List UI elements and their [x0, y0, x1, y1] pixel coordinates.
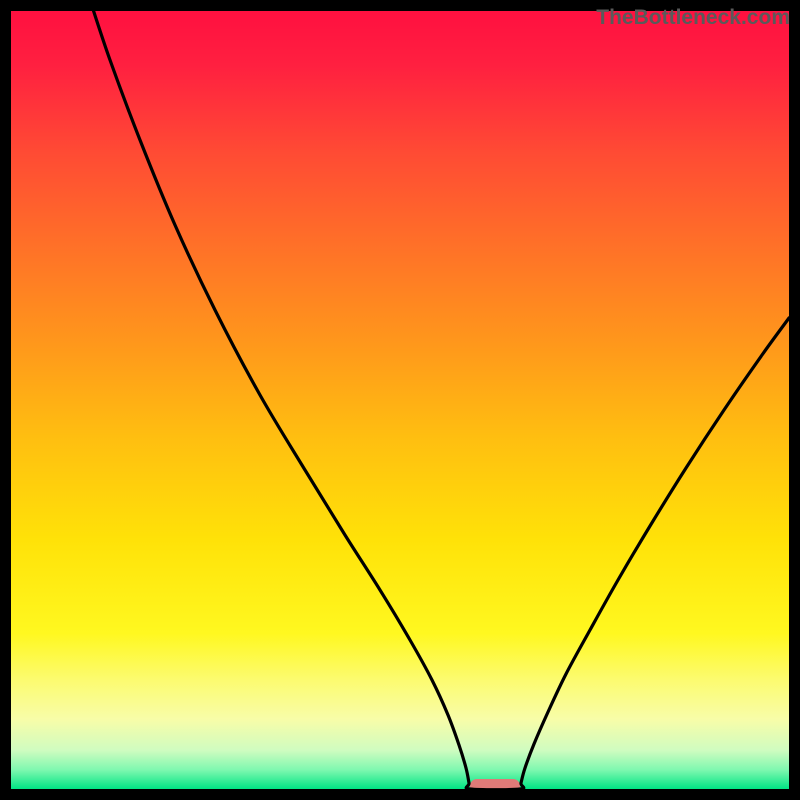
- watermark: TheBottleneck.com: [596, 6, 790, 30]
- bottleneck-chart: TheBottleneck.com: [0, 0, 800, 800]
- chart-svg: [0, 0, 800, 800]
- chart-background: [11, 11, 789, 789]
